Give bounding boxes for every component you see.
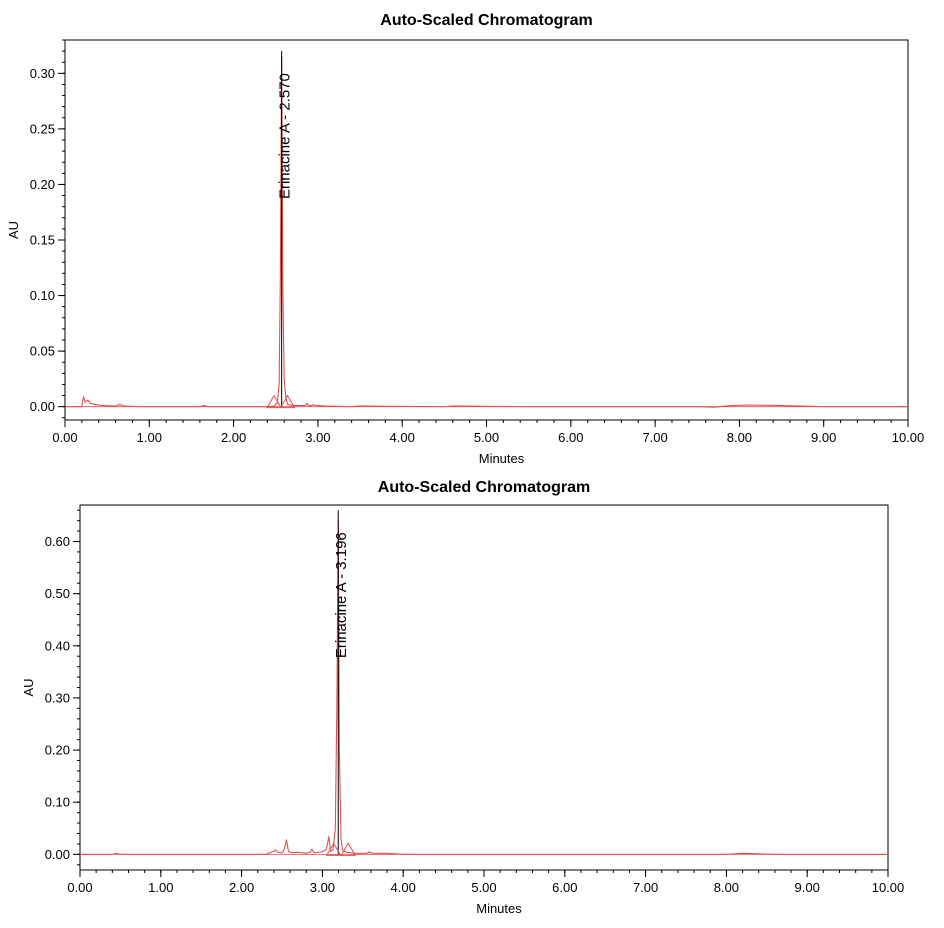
y-tick-label: 0.30: [45, 690, 70, 705]
x-tick-label: 3.00: [310, 880, 335, 895]
chart-1: Auto-Scaled Chromatogram 0.00 0.05 0.10 0.15…: [6, 12, 924, 466]
chromatogram-trace: [65, 56, 908, 408]
y-tick-label: 0.15: [30, 233, 55, 248]
y-tick-label: 0.00: [45, 847, 70, 862]
integration-mark: [266, 394, 282, 409]
x-tick-label: 5.00: [474, 430, 499, 445]
y-tick-label: 0.40: [45, 638, 70, 653]
y-tick-label: 0.60: [45, 534, 70, 549]
y-tick-label: 0.00: [30, 399, 55, 414]
x-tick-label: 1.00: [148, 880, 173, 895]
chart-title: Auto-Scaled Chromatogram: [378, 479, 590, 496]
x-tick-label: 9.00: [811, 430, 836, 445]
y-tick-label: 0.05: [30, 344, 55, 359]
x-tick-label: 10.00: [872, 880, 905, 895]
x-tick-label: 0.00: [52, 430, 77, 445]
x-tick-label: 3.00: [305, 430, 330, 445]
x-tick-label: 5.00: [471, 880, 496, 895]
x-axis-label: Minutes: [479, 451, 525, 466]
y-axis-label: AU: [6, 221, 21, 239]
y-tick-label: 0.20: [45, 743, 70, 758]
integration-mark: [340, 842, 357, 856]
x-tick-label: 4.00: [390, 430, 415, 445]
plot-frame: [64, 39, 909, 421]
y-tick-label: 0.25: [30, 121, 55, 136]
plot-frame: [79, 504, 889, 871]
peak-label: Erinacine A - 3.196: [333, 532, 350, 658]
y-axis-label: AU: [21, 678, 36, 696]
chart-2: Auto-Scaled Chromatogram 0.00 0.10 0.20 0.30…: [21, 479, 904, 916]
y-tick-label: 0.10: [45, 795, 70, 810]
x-tick-label: 1.00: [137, 430, 162, 445]
x-tick-label: 6.00: [552, 880, 577, 895]
chromatogram-trace: [80, 520, 888, 855]
chart-title: Auto-Scaled Chromatogram: [380, 12, 592, 29]
x-tick-label: 10.00: [892, 430, 925, 445]
x-tick-label: 9.00: [795, 880, 820, 895]
x-axis-label: Minutes: [476, 901, 522, 916]
peak-label: Erinacine A - 2.570: [277, 73, 294, 199]
x-tick-label: 8.00: [727, 430, 752, 445]
x-tick-label: 8.00: [714, 880, 739, 895]
y-tick-label: 0.30: [30, 66, 55, 81]
y-tick-label: 0.10: [30, 288, 55, 303]
integration-mark: [279, 394, 296, 409]
x-tick-label: 2.00: [221, 430, 246, 445]
x-tick-label: 2.00: [229, 880, 254, 895]
x-tick-label: 6.00: [558, 430, 583, 445]
x-tick-label: 7.00: [633, 880, 658, 895]
x-tick-label: 4.00: [391, 880, 416, 895]
y-tick-label: 0.20: [30, 177, 55, 192]
x-tick-label: 0.00: [67, 880, 92, 895]
y-tick-label: 0.50: [45, 586, 70, 601]
integration-mark: [325, 842, 342, 856]
x-tick-label: 7.00: [642, 430, 667, 445]
